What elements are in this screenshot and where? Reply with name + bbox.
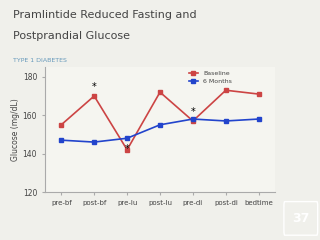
Legend: Baseline, 6 Months: Baseline, 6 Months	[186, 68, 235, 87]
Text: Postprandial Glucose: Postprandial Glucose	[13, 31, 130, 41]
Text: *: *	[92, 82, 97, 92]
Y-axis label: Glucose (mg/dL): Glucose (mg/dL)	[11, 98, 20, 161]
Text: TYPE 1 DIABETES: TYPE 1 DIABETES	[13, 58, 67, 63]
Text: *: *	[190, 107, 195, 117]
Text: 37: 37	[292, 212, 309, 225]
Text: *: *	[125, 144, 130, 154]
Text: Pramlintide Reduced Fasting and: Pramlintide Reduced Fasting and	[13, 10, 196, 20]
